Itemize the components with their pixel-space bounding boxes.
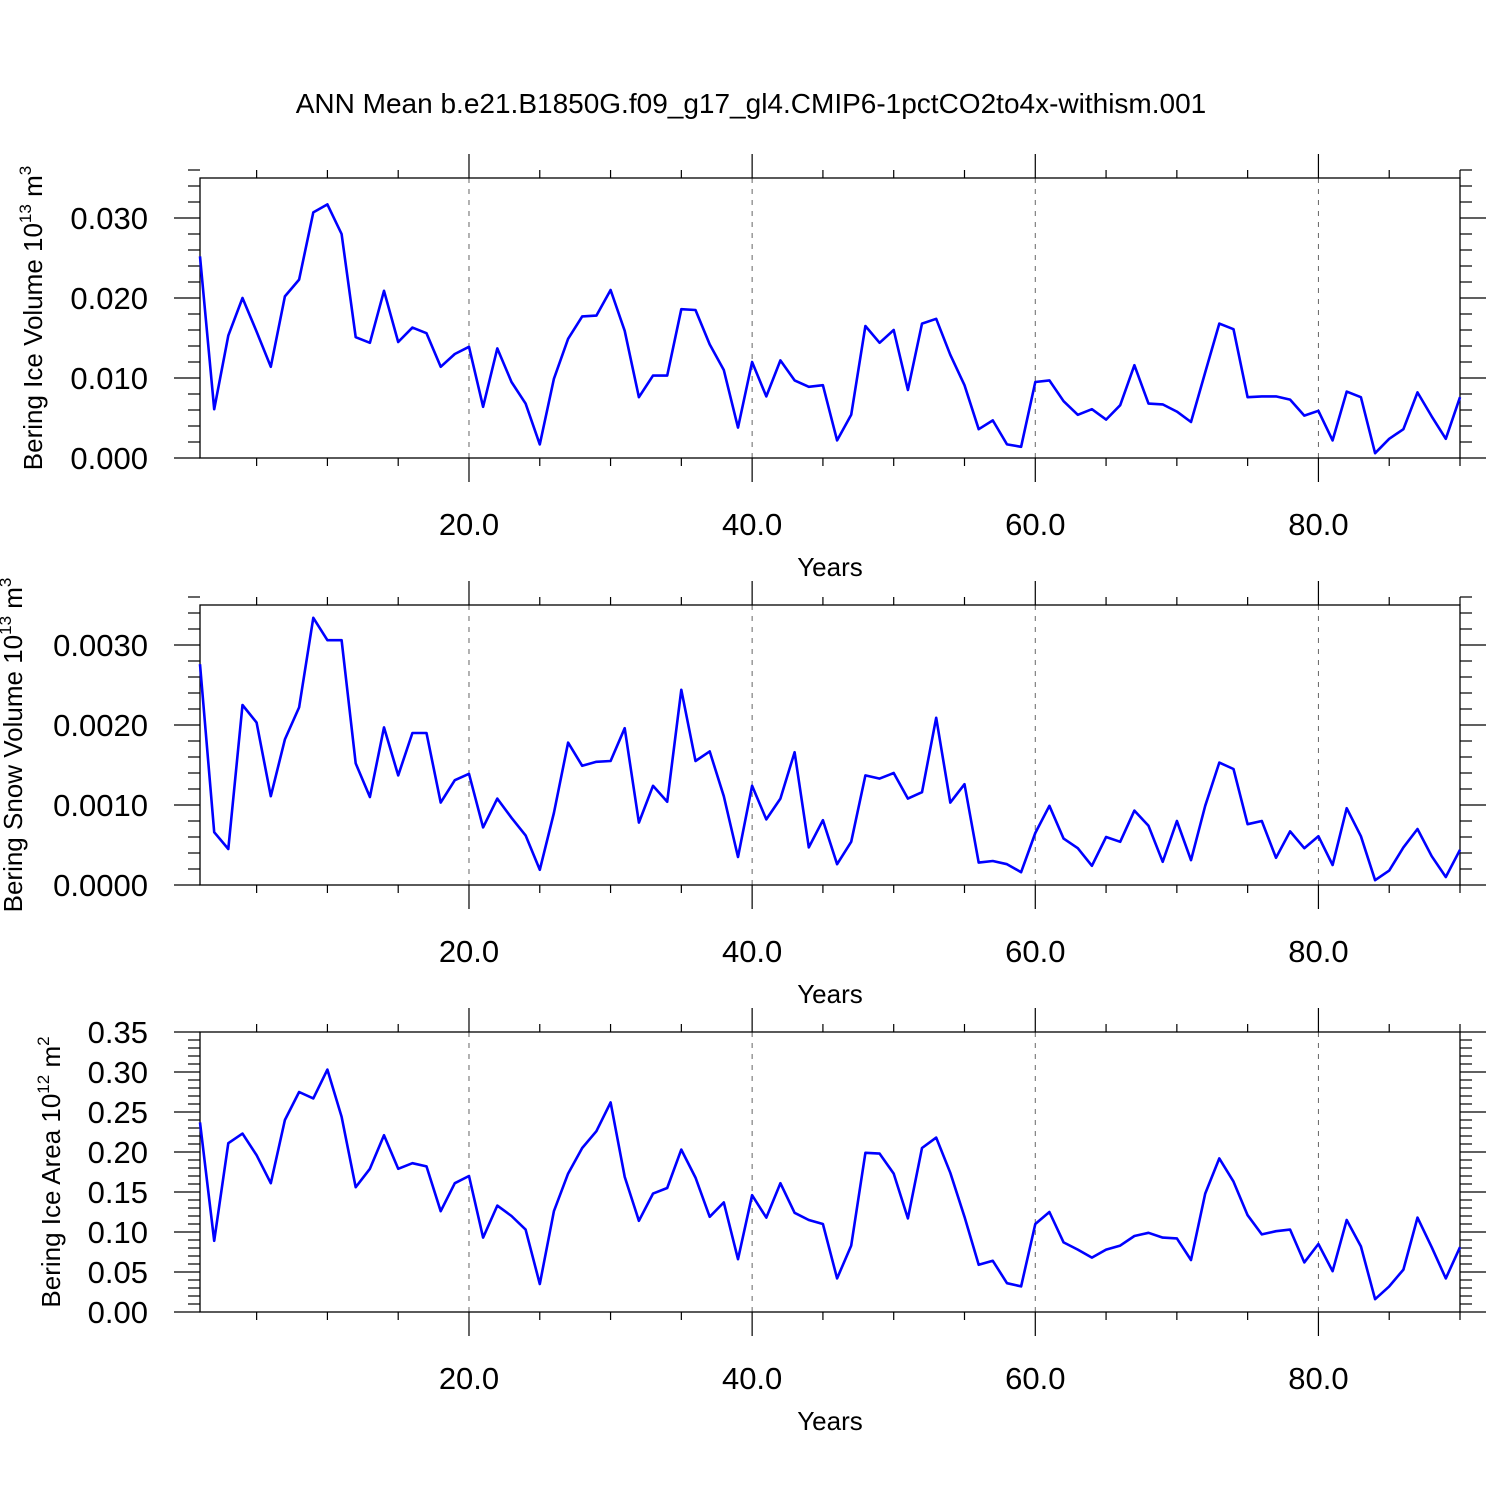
x-tick-label: 40.0 xyxy=(722,1361,782,1396)
x-tick-label: 20.0 xyxy=(439,934,499,969)
panel-2: 20.0 40.0 60.0 80.0 0.0000 0.0010 0.0020 0.0030… xyxy=(0,578,1486,1009)
x-tick-label: 80.0 xyxy=(1288,934,1348,969)
y-tick-label: 0.35 xyxy=(88,1015,148,1050)
panel-1: 20.0 40.0 60.0 80.0 0.000 0.010 0.020 0.030 Year… xyxy=(16,154,1486,582)
y-axis-label: Bering Ice Volume 1013 m3 xyxy=(16,166,48,470)
x-tick-label: 80.0 xyxy=(1288,507,1348,542)
x-tick-label: 60.0 xyxy=(1005,1361,1065,1396)
x-tick-label: 20.0 xyxy=(439,1361,499,1396)
y-tick-label: 0.15 xyxy=(88,1175,148,1210)
series-line xyxy=(198,203,1462,455)
y-tick-label: 0.25 xyxy=(88,1095,148,1130)
plot-frame xyxy=(199,177,1461,459)
plot-frame xyxy=(199,604,1461,886)
y-tick-label: 0.000 xyxy=(70,441,148,476)
y-tick-label: 0.020 xyxy=(70,281,148,316)
y-tick-label: 0.0030 xyxy=(53,628,148,663)
x-tick-label: 40.0 xyxy=(722,934,782,969)
series-line xyxy=(198,616,1462,882)
x-tick-label: 60.0 xyxy=(1005,934,1065,969)
x-tick-label: 20.0 xyxy=(439,507,499,542)
y-tick-label: 0.0020 xyxy=(53,708,148,743)
y-tick-label: 0.05 xyxy=(88,1255,148,1290)
y-tick-label: 0.010 xyxy=(70,361,148,396)
plot-frame xyxy=(199,1031,1461,1313)
y-tick-label: 0.30 xyxy=(88,1055,148,1090)
y-tick-label: 0.00 xyxy=(88,1295,148,1330)
y-tick-label: 0.030 xyxy=(70,201,148,236)
series-line xyxy=(198,1068,1462,1301)
x-tick-label: 40.0 xyxy=(722,507,782,542)
y-tick-label: 0.0010 xyxy=(53,788,148,823)
y-axis-label: Bering Ice Area 1012 m2 xyxy=(34,1036,66,1307)
y-tick-label: 0.10 xyxy=(88,1215,148,1250)
x-axis-label: Years xyxy=(797,979,863,1009)
y-tick-label: 0.0000 xyxy=(53,868,148,903)
x-axis-label: Years xyxy=(797,552,863,582)
x-tick-label: 80.0 xyxy=(1288,1361,1348,1396)
chart-title: ANN Mean b.e21.B1850G.f09_g17_gl4.CMIP6-… xyxy=(296,88,1207,119)
y-axis-label: Bering Snow Volume 1013 m3 xyxy=(0,578,28,913)
y-tick-label: 0.20 xyxy=(88,1135,148,1170)
x-axis-label: Years xyxy=(797,1406,863,1436)
x-tick-label: 60.0 xyxy=(1005,507,1065,542)
panel-3: 20.0 40.0 60.0 80.0 0.00 0.05 0.10 0.15 0.20 0.25… xyxy=(34,1008,1486,1436)
